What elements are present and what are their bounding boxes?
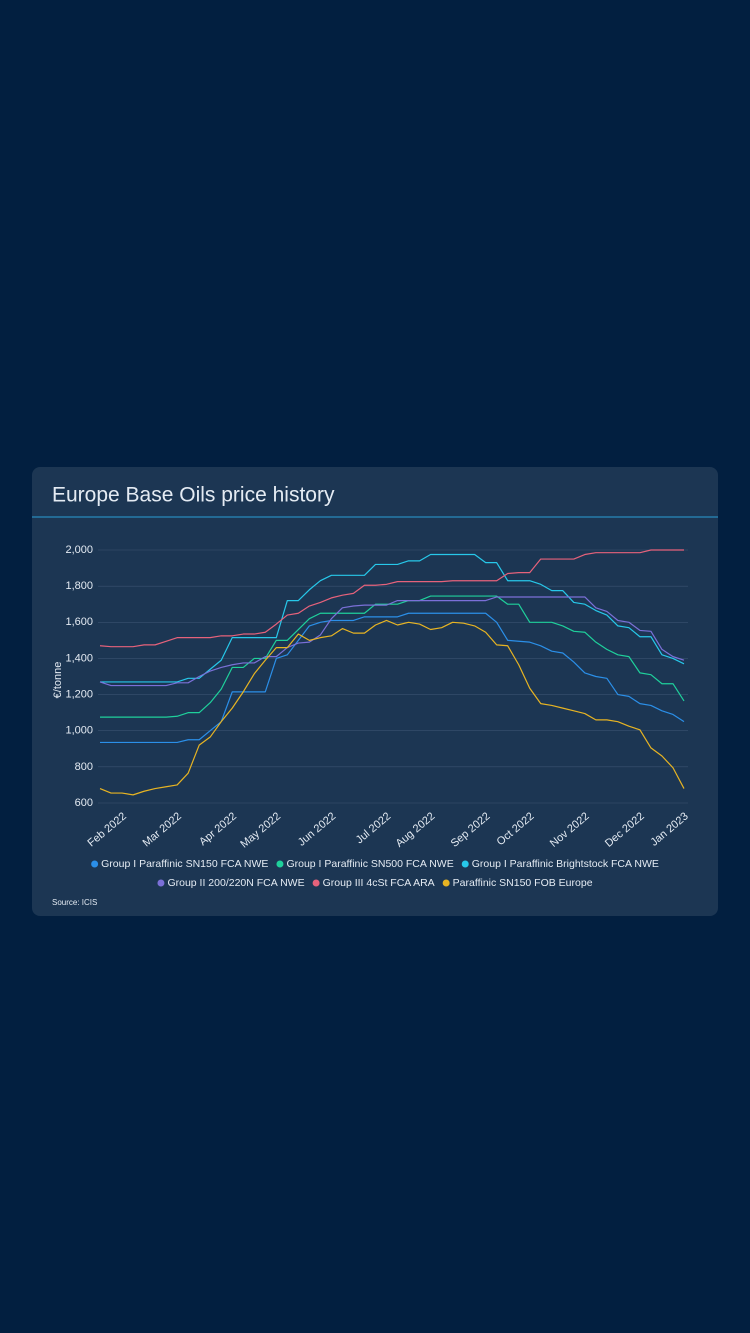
chart-title: Europe Base Oils price history [52, 484, 335, 507]
legend-swatch [442, 879, 450, 887]
card [32, 467, 718, 916]
y-axis-label: €/tonne [52, 662, 64, 699]
series-line [100, 595, 685, 718]
series-line [100, 612, 685, 744]
source: Source: ICIS [52, 898, 97, 907]
series-line [99, 596, 685, 687]
legend-row: Group II 200/220N FCA NWE Group III 4cSt … [157, 877, 593, 889]
y-tick-label: 1,200 [65, 688, 93, 700]
series-line [99, 619, 685, 796]
series-line [99, 549, 684, 648]
legend-swatch [461, 860, 469, 868]
legend-label: Group I Paraffinic SN500 FCA NWE [286, 858, 453, 870]
legend-swatch [276, 860, 284, 868]
y-tick-label: 2,000 [65, 544, 93, 556]
legend-swatch [157, 879, 165, 887]
legend-label: Group III 4cSt FCA ARA [323, 877, 435, 889]
series-line [100, 553, 685, 683]
y-tick-label: 1,400 [65, 652, 93, 664]
y-tick-label: 1,800 [65, 580, 93, 592]
legend-row: Group I Paraffinic SN150 FCA NWE Group I … [91, 858, 659, 870]
legend-label: Group I Paraffinic Brightstock FCA NWE [472, 858, 659, 870]
y-tick-label: 1,000 [65, 725, 93, 737]
y-tick-label: 600 [75, 797, 93, 809]
legend-label: Paraffinic SN150 FOB Europe [453, 877, 593, 889]
legend-label: Group I Paraffinic SN150 FCA NWE [101, 858, 268, 870]
legend-swatch [312, 879, 320, 887]
y-tick-label: 800 [75, 761, 93, 773]
y-tick-label: 1,600 [65, 616, 93, 628]
legend-swatch [91, 860, 99, 868]
legend-label: Group II 200/220N FCA NWE [167, 877, 304, 889]
